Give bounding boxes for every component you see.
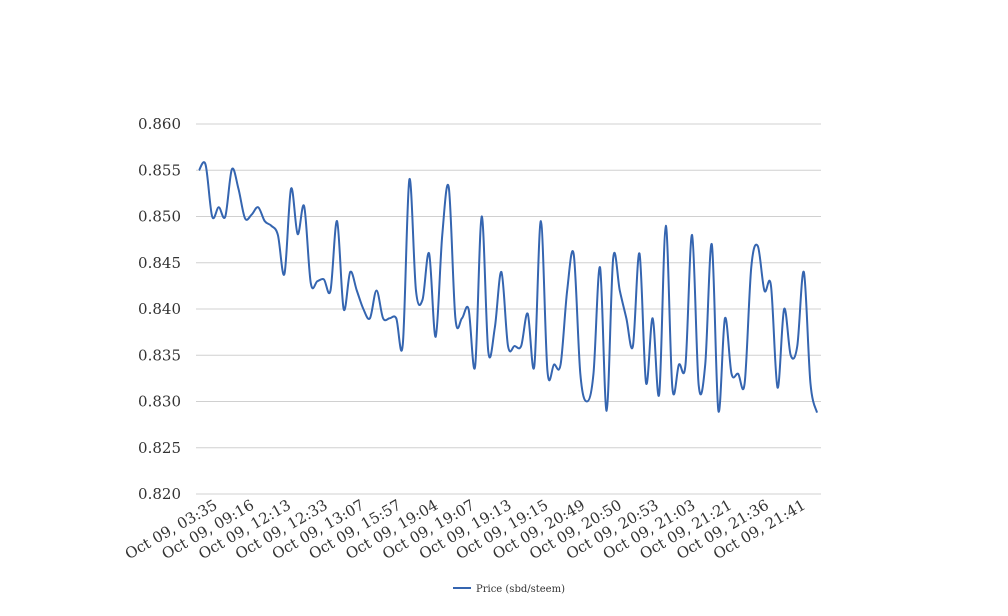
y-tick-label: 0.840 [138,300,181,318]
y-tick-label: 0.835 [138,346,181,364]
y-tick-label: 0.850 [138,208,181,226]
legend[interactable]: Price (sbd/steem) [453,584,565,595]
grid-lines [196,123,821,495]
y-tick-label: 0.855 [138,161,181,179]
y-tick-label: 0.845 [138,254,181,272]
series-layer [198,161,818,413]
y-tick-label: 0.860 [138,115,181,133]
legend-label: Price (sbd/steem) [476,584,565,595]
y-tick-label: 0.820 [138,485,181,503]
y-axis-ticks: 0.820 0.825 0.830 0.835 0.840 0.845 0.850 0.855… [138,115,181,503]
y-tick-label: 0.825 [138,439,181,457]
y-tick-label: 0.830 [138,393,181,411]
series-line-price [198,161,818,413]
